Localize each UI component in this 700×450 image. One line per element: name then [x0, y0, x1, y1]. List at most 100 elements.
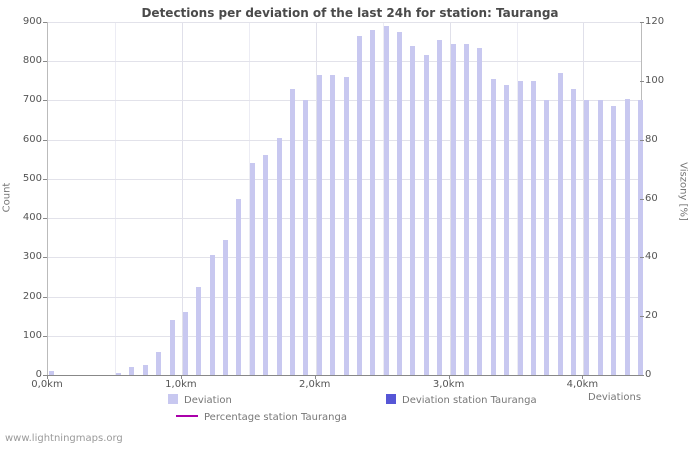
- y-tick-mark-left: [43, 296, 47, 298]
- bar: [169, 320, 175, 375]
- chart-title: Detections per deviation of the last 24h…: [141, 6, 559, 20]
- y-tick-mark-right: [640, 375, 644, 376]
- x-tick-label: 2,0km: [298, 379, 331, 390]
- legend-swatch-station: [386, 394, 396, 404]
- y-tick-label-left: 400: [22, 212, 42, 224]
- bar: [423, 55, 429, 375]
- x-tick-label: 1,0km: [165, 379, 197, 390]
- bar: [223, 239, 228, 375]
- grid-line-horizontal: [48, 22, 641, 23]
- bar: [584, 100, 590, 375]
- bar: [437, 39, 443, 375]
- y-tick-label-left: 300: [22, 251, 42, 263]
- grid-line-vertical: [516, 22, 518, 375]
- bar: [597, 100, 603, 375]
- y-tick-mark-right: [640, 316, 644, 318]
- y-tick-label-right: 120: [645, 16, 665, 27]
- y-tick-label-left: 500: [22, 172, 42, 184]
- x-axis-label: Deviations: [588, 392, 642, 403]
- bar: [263, 155, 269, 375]
- y-tick-label-left: 600: [22, 133, 42, 145]
- bar: [209, 255, 215, 375]
- bar: [236, 198, 242, 375]
- y-tick-mark-left: [43, 22, 47, 23]
- bar: [544, 100, 550, 375]
- legend-item-deviation: Deviation: [168, 394, 232, 406]
- bar: [343, 76, 349, 375]
- y-tick-mark-left: [43, 61, 47, 63]
- bar: [571, 88, 577, 375]
- legend-label-percentage: Percentage station Tauranga: [204, 412, 347, 423]
- x-tick-mark: [47, 375, 48, 379]
- x-tick-label: 0,0km: [31, 379, 63, 390]
- bar: [303, 100, 309, 375]
- y-tick-label-right: 40: [645, 251, 658, 263]
- y-tick-label-right: 20: [645, 310, 658, 322]
- bar: [517, 80, 523, 375]
- y-tick-mark-left: [43, 100, 47, 102]
- bar: [330, 74, 336, 375]
- bar: [249, 163, 255, 375]
- bar: [142, 365, 148, 375]
- y-tick-mark-left: [43, 139, 47, 141]
- y-tick-mark-right: [640, 257, 644, 259]
- bar: [450, 43, 456, 375]
- bar: [410, 45, 416, 375]
- x-tick-mark: [448, 375, 450, 379]
- x-tick-label: 3,0km: [432, 379, 465, 390]
- y-tick-mark-right: [640, 198, 644, 200]
- y-tick-label-left: 200: [22, 290, 42, 302]
- y-tick-label-left: 800: [22, 55, 42, 67]
- y-tick-mark-right: [640, 139, 644, 141]
- bar: [477, 47, 483, 375]
- bar: [530, 80, 536, 375]
- y-tick-label-right: 100: [645, 74, 665, 86]
- x-tick-label: 4,0km: [566, 379, 599, 390]
- legend-swatch-deviation: [168, 394, 178, 404]
- legend-item-percentage: Percentage station Tauranga: [176, 412, 347, 424]
- y-tick-label-left: 700: [22, 94, 42, 106]
- y-tick-mark-left: [43, 257, 47, 259]
- bar: [356, 35, 362, 375]
- grid-line-vertical: [315, 22, 317, 375]
- bar: [370, 29, 376, 375]
- y-tick-label-left: 100: [22, 329, 42, 341]
- bar: [490, 78, 496, 375]
- y-tick-mark-right: [640, 22, 644, 23]
- bar: [115, 373, 121, 375]
- bar: [182, 312, 188, 375]
- legend-label-station: Deviation station Tauranga: [402, 395, 537, 406]
- x-tick-mark: [582, 375, 584, 379]
- grid-line-horizontal: [48, 61, 641, 63]
- bar: [504, 84, 510, 375]
- y-tick-label-right: 80: [645, 133, 658, 145]
- x-tick-mark: [314, 375, 316, 379]
- plot-area: [47, 22, 643, 376]
- y-tick-mark-left: [43, 218, 47, 220]
- y-tick-label-right: 60: [645, 192, 658, 204]
- grid-line-vertical: [114, 22, 116, 375]
- y-tick-label-left: 900: [22, 16, 42, 27]
- bar: [276, 137, 282, 375]
- legend-label-deviation: Deviation: [184, 395, 232, 406]
- watermark: www.lightningmaps.org: [5, 433, 123, 444]
- bar: [624, 98, 630, 375]
- bar: [289, 88, 295, 375]
- grid-line-vertical: [449, 22, 451, 375]
- y-tick-mark-left: [43, 178, 47, 180]
- x-tick-mark: [180, 375, 182, 379]
- grid-line-vertical: [248, 22, 250, 375]
- bar: [611, 106, 617, 375]
- bar: [638, 100, 643, 375]
- legend-line-swatch-percentage: [176, 415, 198, 417]
- bar: [383, 25, 389, 375]
- bar: [49, 371, 54, 375]
- bar: [316, 74, 322, 375]
- bar: [156, 351, 162, 375]
- y-tick-label-right: 0: [645, 369, 652, 380]
- y-tick-mark-left: [43, 335, 47, 337]
- bar: [557, 73, 563, 375]
- y-tick-mark-left: [43, 375, 47, 376]
- grid-line-vertical: [583, 22, 585, 375]
